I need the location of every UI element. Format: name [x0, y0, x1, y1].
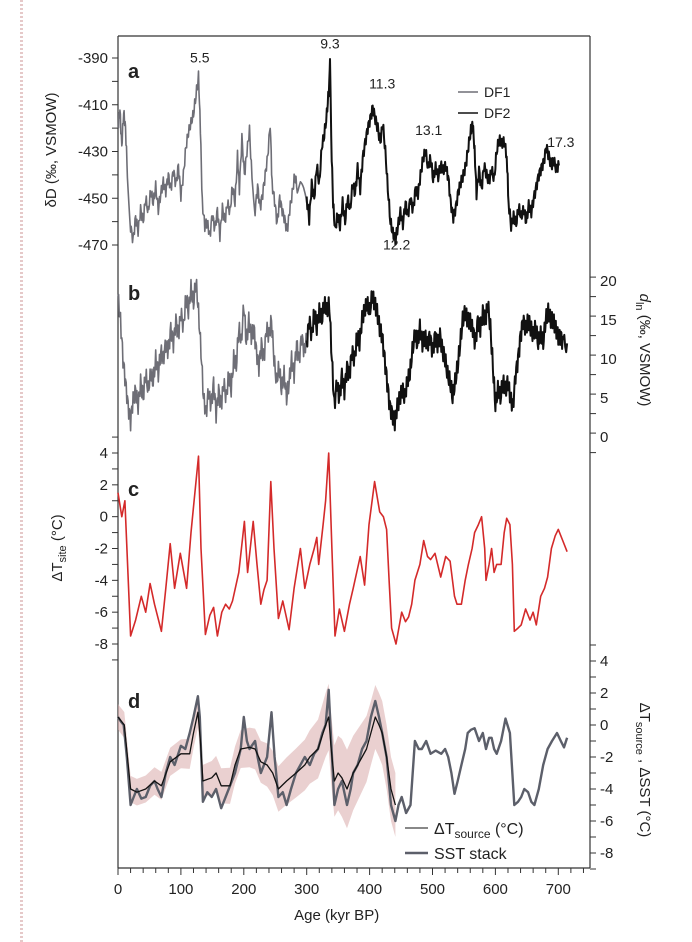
- y-tick-label-c: 2: [100, 477, 108, 494]
- legend-label-df2: DF2: [484, 105, 511, 121]
- x-tick-label: 100: [168, 881, 193, 898]
- y-tick-label-a: -450: [78, 190, 108, 207]
- peak-annotation: 5.5: [190, 50, 210, 66]
- series-line-a-df1: [117, 70, 308, 244]
- y-tick-label-d: -8: [600, 845, 613, 862]
- chart-marks: [116, 58, 569, 837]
- y-tick-label-d: 0: [600, 717, 608, 734]
- y-tick-label-a: -430: [78, 144, 108, 161]
- y-tick-label-c: -8: [95, 636, 108, 653]
- legend-label-sst: SST stack: [434, 846, 508, 863]
- y-tick-label-c: 4: [100, 445, 108, 462]
- legend-label-rest: (°C): [491, 821, 524, 838]
- legend-label-sub: source: [454, 827, 490, 841]
- y-tick-label-d: -2: [600, 749, 613, 766]
- y-tick-label-d: -6: [600, 813, 613, 830]
- y-tick-label-d: 2: [600, 685, 608, 702]
- panel-letter-a: a: [128, 61, 140, 83]
- y-tick-label-d: -4: [600, 781, 613, 798]
- y-axis-title-c: ΔTsite (°C): [49, 514, 69, 581]
- x-tick-label: 600: [483, 881, 508, 898]
- y-axis-title-sub: ln: [633, 302, 645, 311]
- series-line-a-df2: [305, 58, 560, 246]
- y-axis-title-a: δD (‰, VSMOW): [43, 92, 60, 207]
- x-tick-label: 200: [231, 881, 256, 898]
- y-tick-label-a: -390: [78, 50, 108, 67]
- peak-annotation: 12.2: [383, 237, 410, 253]
- x-tick-label: 300: [294, 881, 319, 898]
- y-axis-title-rest: (‰, VSMOW): [636, 311, 653, 407]
- series-line-d--t-source: [117, 711, 397, 806]
- y-axis-title-rest: , ΔSST (°C): [636, 755, 653, 837]
- y-tick-label-c: -2: [95, 541, 108, 558]
- series-line-d-sst-stack: [116, 688, 569, 823]
- y-tick-label-b: 15: [600, 312, 617, 329]
- x-tick-label: 700: [546, 881, 571, 898]
- y-axis-title-b: dln (‰, VSMOW): [633, 294, 653, 407]
- x-tick-label: 400: [357, 881, 382, 898]
- y-tick-label-b: 20: [600, 273, 617, 290]
- legend-label-source: ΔTsource (°C): [434, 821, 524, 841]
- legend-label-df1: DF1: [484, 84, 511, 100]
- peak-annotation: 9.3: [320, 36, 340, 52]
- y-axis-title-main: d: [636, 294, 653, 303]
- y-tick-label-c: -4: [95, 572, 108, 589]
- y-axis-title-d: ΔTsource , ΔSST (°C): [633, 703, 653, 838]
- uncertainty-band-source: [118, 683, 396, 837]
- y-tick-label-a: -410: [78, 97, 108, 114]
- y-tick-label-c: 0: [100, 509, 108, 526]
- y-axis-title-rest: (°C): [49, 514, 66, 545]
- y-axis-title-main: ΔT: [636, 703, 653, 722]
- series-line-b-df2: [305, 290, 569, 432]
- y-tick-label-b: 5: [600, 390, 608, 407]
- y-tick-label-a: -470: [78, 237, 108, 254]
- x-tick-label: 500: [420, 881, 445, 898]
- page-edge-border: [20, 0, 23, 942]
- panel-letter-b: b: [128, 283, 140, 305]
- x-tick-label: 0: [114, 881, 122, 898]
- y-axis-title-sub: source: [633, 722, 645, 755]
- x-axis-title: Age (kyr BP): [294, 907, 379, 924]
- y-axis-title-sub: site: [57, 545, 69, 562]
- y-tick-label-b: 0: [600, 429, 608, 446]
- panel-letter-c: c: [128, 479, 139, 501]
- peak-annotation: 13.1: [415, 122, 442, 138]
- panel-letter-d: d: [128, 691, 140, 713]
- y-tick-label-d: 4: [600, 653, 608, 670]
- series-line-b-df1: [117, 278, 308, 432]
- y-tick-label-b: 10: [600, 351, 617, 368]
- series-line-c--t-site: [117, 452, 568, 645]
- y-tick-label-c: -6: [95, 604, 108, 621]
- y-axis-title-main: ΔT: [49, 562, 66, 581]
- legend-label-main: ΔT: [434, 821, 455, 838]
- peak-annotation: 17.3: [547, 134, 574, 150]
- peak-annotation: 11.3: [369, 75, 395, 91]
